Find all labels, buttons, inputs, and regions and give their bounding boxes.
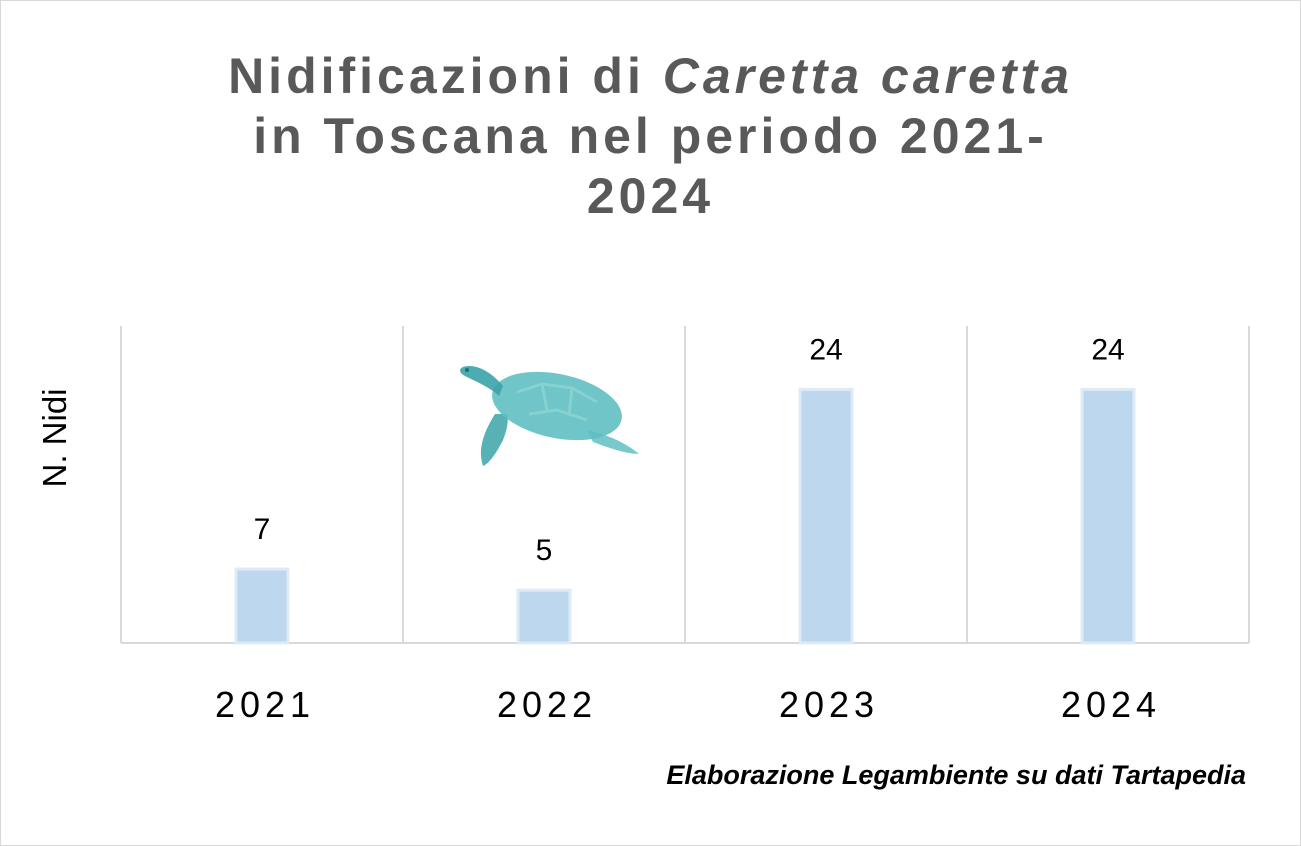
bar-2023: [798, 387, 854, 645]
x-tick-2023: 2023: [779, 684, 879, 725]
data-label-2023: 24: [809, 333, 842, 366]
bar-2022: [516, 588, 572, 645]
source-note: Elaborazione Legambiente su dati Tartape…: [666, 760, 1246, 790]
data-label-2022: 5: [536, 534, 553, 567]
x-tick-2022: 2022: [497, 684, 597, 725]
grid-layer: [120, 326, 1250, 644]
title-line-1: Nidificazioni di Caretta caretta: [0, 46, 1301, 106]
data-label-2024: 24: [1091, 333, 1124, 366]
title-species: Caretta caretta: [662, 48, 1073, 104]
chart-title: Nidificazioni di Caretta caretta in Tosc…: [0, 46, 1301, 226]
x-tick-2021: 2021: [215, 684, 315, 725]
label-layer: 7 2021 5 2022 24 2023 24 2024: [215, 333, 1161, 725]
y-axis-title: N. Nidi: [36, 388, 73, 487]
title-line-3: 2024: [586, 168, 715, 224]
title-line-2: in Toscana nel periodo 2021-: [253, 108, 1048, 164]
x-tick-2024: 2024: [1061, 684, 1161, 725]
bar-2024: [1080, 387, 1136, 645]
title-part-1: Nidificazioni di: [228, 48, 663, 104]
bar-2021: [234, 567, 290, 645]
sea-turtle-icon: [460, 366, 639, 466]
data-label-2021: 7: [254, 513, 271, 546]
bar-layer: [234, 387, 1136, 645]
